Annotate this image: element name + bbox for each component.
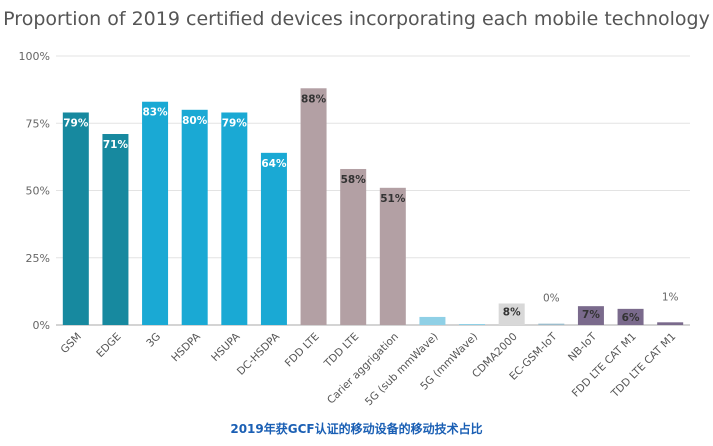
y-tick-label: 0% [33,319,50,332]
bar [538,323,565,325]
y-tick-label: 75% [26,117,50,130]
data-label: 64% [261,158,287,170]
bar [62,112,89,326]
data-label: 58% [341,174,367,186]
bar [221,112,248,326]
x-tick-label: DC-HSDPA [235,330,283,378]
data-label: 83% [142,107,168,119]
x-tick-label: HSUPA [209,330,243,364]
x-tick-label: HSDPA [169,330,203,364]
bar [379,187,406,325]
data-label: 79% [222,117,248,129]
x-tick-label: TDD LTE [321,331,361,371]
bar [577,306,604,325]
bar [260,152,287,325]
bar [181,109,208,325]
data-label: 51% [380,193,406,205]
bar [300,88,327,325]
data-label: 7% [582,309,600,321]
data-label: 6% [622,312,640,324]
bar [340,168,367,325]
chart-caption: 2019年获GCF认证的移动设备的移动技术占比 [230,422,483,436]
bar [142,101,169,325]
y-tick-label: 25% [26,252,50,265]
data-label: 80% [182,115,208,127]
y-tick-label: 50% [26,185,50,198]
bar [102,134,129,325]
data-label: 1% [662,291,679,303]
x-tick-label: Carier aggrigation [325,331,401,407]
data-label: 8% [503,306,521,318]
data-label: 71% [103,139,129,151]
x-tick-label: NB-IoT [566,330,599,363]
chart-title: Proportion of 2019 certified devices inc… [3,8,710,30]
x-tick-label: 3G [144,331,163,350]
bar [459,324,486,325]
data-label: 0% [543,293,560,305]
bar [657,322,684,325]
y-tick-label: 100% [19,50,50,63]
bar [498,303,525,325]
x-tick-label: EDGE [94,331,123,360]
bar [419,316,446,325]
x-tick-label: FDD LTE [283,331,322,370]
data-label: 88% [301,93,327,105]
x-tick-label: 5G (sub mmWave) [363,331,441,409]
bar [617,308,644,325]
data-label: 79% [63,117,89,129]
x-tick-label: GSM [59,331,84,356]
